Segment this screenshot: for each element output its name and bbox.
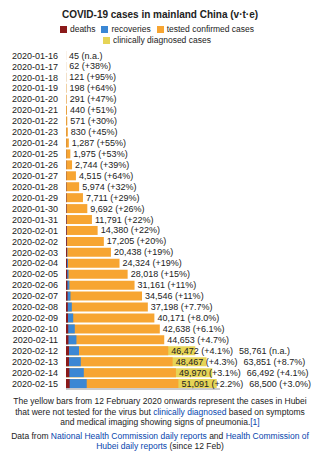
svg-text:7,711 (+29%): 7,711 (+29%) (86, 193, 140, 203)
svg-text:1,975 (+53%): 1,975 (+53%) (73, 149, 127, 159)
svg-text:49,970 (+3.1%)66,492 (+4.1%): 49,970 (+3.1%)66,492 (+4.1%) (179, 368, 309, 378)
svg-text:2020-01-27: 2020-01-27 (12, 171, 58, 181)
svg-text:42,638 (+6.1%): 42,638 (+6.1%) (163, 324, 225, 334)
svg-text:2020-02-05: 2020-02-05 (12, 269, 58, 279)
svg-text:1,287 (+55%): 1,287 (+55%) (72, 138, 126, 148)
svg-text:48,467 (+4.3%)63,851 (+8.7%): 48,467 (+4.3%)63,851 (+8.7%) (176, 357, 306, 367)
svg-text:62 (+38%): 62 (+38%) (69, 61, 111, 71)
svg-text:2020-02-03: 2020-02-03 (12, 248, 58, 258)
svg-text:20,438 (+19%): 20,438 (+19%) (114, 247, 173, 257)
svg-text:2020-01-19: 2020-01-19 (12, 83, 58, 93)
svg-text:2,744 (+39%): 2,744 (+39%) (75, 160, 129, 170)
svg-text:2020-01-22: 2020-01-22 (12, 116, 58, 126)
svg-text:2020-02-06: 2020-02-06 (12, 280, 58, 290)
svg-text:34,546 (+11%): 34,546 (+11%) (145, 291, 204, 301)
svg-text:2020-01-25: 2020-01-25 (12, 149, 58, 159)
svg-text:46,472 (+4.1%)58,761 (n.a.): 46,472 (+4.1%)58,761 (n.a.) (171, 346, 290, 356)
svg-text:17,205 (+20%): 17,205 (+20%) (107, 236, 166, 246)
svg-text:44,653 (+4.7%): 44,653 (+4.7%) (167, 335, 229, 345)
svg-text:2020-01-23: 2020-01-23 (12, 127, 58, 137)
svg-text:2020-02-07: 2020-02-07 (12, 291, 58, 301)
svg-text:2020-02-10: 2020-02-10 (12, 324, 58, 334)
svg-text:28,018 (+15%): 28,018 (+15%) (131, 269, 190, 279)
svg-text:830 (+45%): 830 (+45%) (71, 127, 118, 137)
svg-text:2020-01-20: 2020-01-20 (12, 94, 58, 104)
svg-text:2020-01-18: 2020-01-18 (12, 73, 58, 83)
svg-text:40,171 (+8.0%): 40,171 (+8.0%) (157, 313, 219, 323)
svg-text:2020-02-11: 2020-02-11 (13, 335, 58, 345)
svg-text:571 (+30%): 571 (+30%) (70, 116, 117, 126)
svg-text:4,515 (+64%): 4,515 (+64%) (79, 171, 133, 181)
svg-text:2020-02-08: 2020-02-08 (12, 302, 58, 312)
svg-text:45 (n.a.): 45 (n.a.) (69, 51, 103, 61)
svg-text:291 (+47%): 291 (+47%) (70, 94, 117, 104)
svg-text:5,974 (+32%): 5,974 (+32%) (82, 182, 136, 192)
svg-text:2020-01-31: 2020-01-31 (12, 215, 58, 225)
svg-text:2020-02-09: 2020-02-09 (12, 313, 58, 323)
svg-text:2020-02-01: 2020-02-01 (12, 226, 58, 236)
html-text:The yellow bars from 12 Februa: The yellow bars from 12 February 2020 on… (13, 396, 307, 427)
svg-text:14,380 (+22%): 14,380 (+22%) (101, 225, 160, 235)
html-text:clinically diagnosed cases: clinically diagnosed cases (113, 35, 211, 45)
svg-text:2020-01-28: 2020-01-28 (12, 182, 58, 192)
svg-text:2020-01-26: 2020-01-26 (12, 160, 58, 170)
svg-text:198 (+64%): 198 (+64%) (69, 83, 116, 93)
svg-text:2020-02-13: 2020-02-13 (12, 357, 58, 367)
svg-text:2020-02-14: 2020-02-14 (12, 368, 58, 378)
svg-text:2020-01-30: 2020-01-30 (12, 204, 58, 214)
svg-text:51,091 (+2.2%)68,500 (+3.0%): 51,091 (+2.2%)68,500 (+3.0%) (181, 379, 311, 389)
svg-text:2020-01-21: 2020-01-21 (12, 105, 58, 115)
svg-text:2020-01-24: 2020-01-24 (12, 138, 58, 148)
html-text:deaths: deaths (69, 24, 96, 34)
svg-text:121 (+95%): 121 (+95%) (69, 72, 116, 82)
svg-text:2020-02-02: 2020-02-02 (12, 237, 58, 247)
svg-text:37,198 (+7.7%): 37,198 (+7.7%) (151, 302, 213, 312)
svg-text:440 (+51%): 440 (+51%) (70, 105, 117, 115)
svg-text:11,791 (+22%): 11,791 (+22%) (95, 215, 154, 225)
svg-text:2020-01-29: 2020-01-29 (12, 193, 58, 203)
svg-text:24,324 (+19%): 24,324 (+19%) (123, 258, 182, 268)
html-text:tested confirmed cases: tested confirmed cases (166, 24, 255, 34)
svg-text:9,692 (+26%): 9,692 (+26%) (90, 204, 144, 214)
html-text:Data from National Health Comm: Data from National Health Commission dai… (11, 430, 309, 451)
svg-text:2020-01-17: 2020-01-17 (12, 62, 58, 72)
svg-text:31,161 (+11%): 31,161 (+11%) (138, 280, 197, 290)
svg-text:2020-01-16: 2020-01-16 (12, 51, 58, 61)
html-text:COVID-19 cases in mainland Chi: COVID-19 cases in mainland China (v·t·e) (61, 9, 259, 20)
svg-text:2020-02-15: 2020-02-15 (12, 379, 58, 389)
html-text:recoveries: recoveries (111, 24, 151, 34)
svg-text:2020-02-04: 2020-02-04 (12, 258, 58, 268)
svg-text:2020-02-12: 2020-02-12 (12, 346, 58, 356)
